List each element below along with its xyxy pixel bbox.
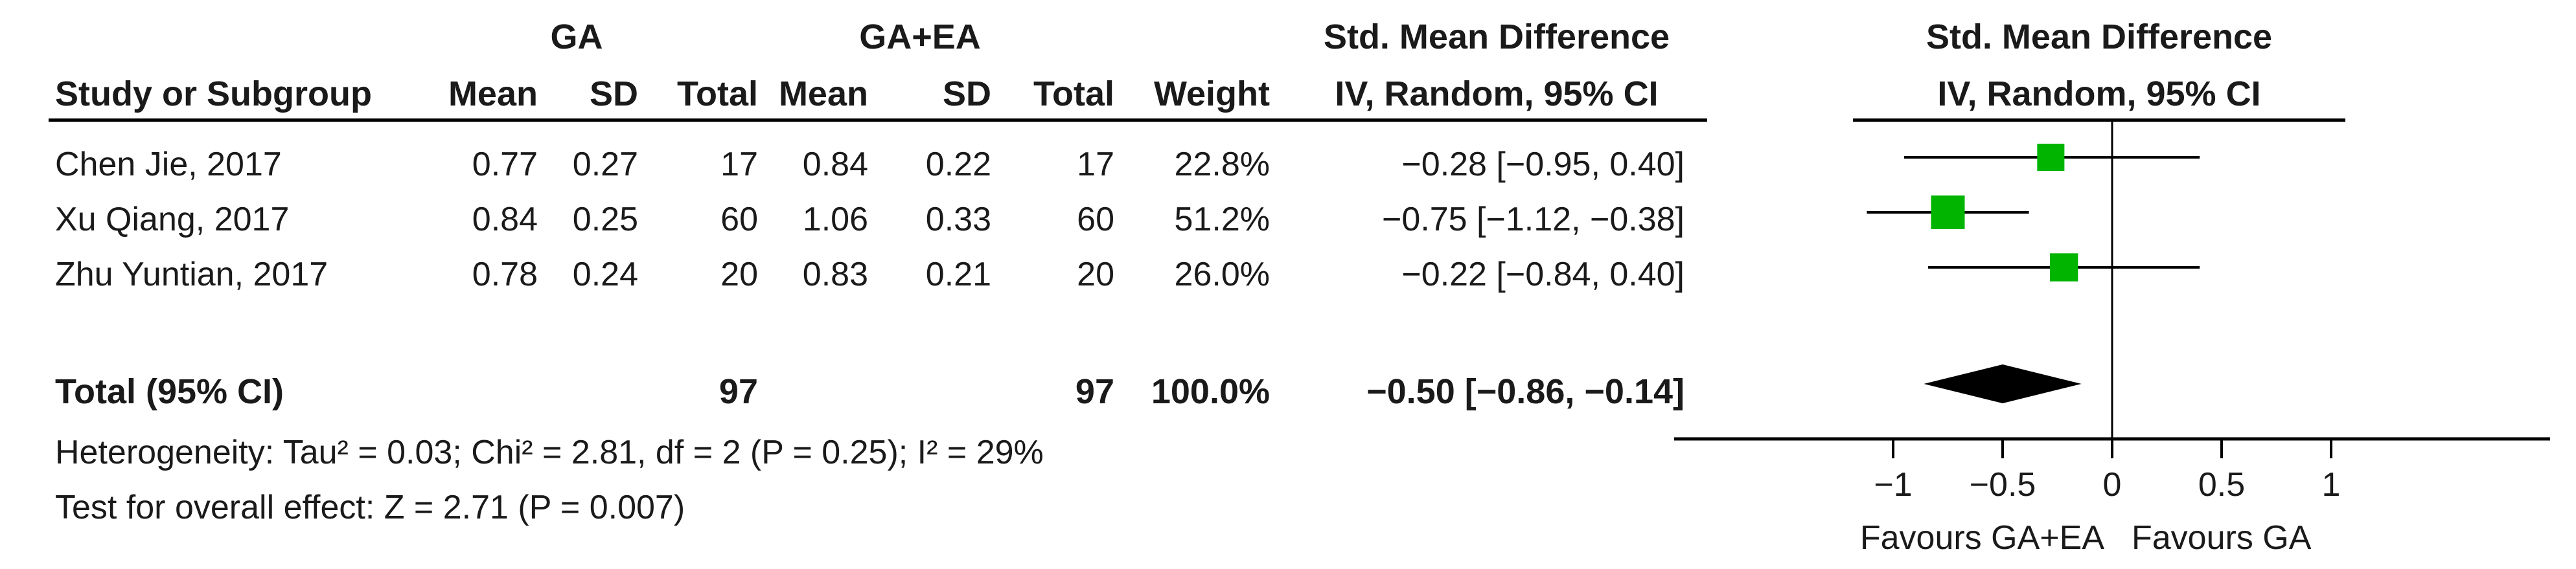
total2-value: 20 xyxy=(1077,256,1114,293)
effect-column-method: IV, Random, 95% CI xyxy=(1335,74,1659,113)
mean2-header: Mean xyxy=(778,74,868,113)
pooled-diamond xyxy=(1924,364,2082,403)
total1-value: 20 xyxy=(720,256,758,293)
header-rule xyxy=(49,118,1707,122)
total-label: Total (95% CI) xyxy=(55,372,284,411)
weight-value: 22.8% xyxy=(1174,146,1270,183)
sd1-value: 0.25 xyxy=(572,201,638,238)
study-square xyxy=(2049,253,2078,282)
study-square xyxy=(2037,143,2065,172)
plot-title: Std. Mean Difference xyxy=(1926,17,2273,56)
study-name: Chen Jie, 2017 xyxy=(55,146,282,183)
study-markers xyxy=(1867,143,2200,282)
sd2-value: 0.21 xyxy=(925,256,991,293)
favours-right-label: Favours GA xyxy=(2132,519,2312,557)
study-square xyxy=(1931,195,1965,229)
group1-header: GA xyxy=(550,17,603,56)
ci-value: −0.22 [−0.84, 0.40] xyxy=(1401,256,1685,293)
mean1-value: 0.77 xyxy=(472,146,538,183)
total1-sum: 97 xyxy=(719,372,758,411)
ci-value: −0.75 [−1.12, −0.38] xyxy=(1382,201,1685,238)
x-tick-label: −1 xyxy=(1874,466,1912,504)
heterogeneity-text: Heterogeneity: Tau² = 0.03; Chi² = 2.81,… xyxy=(55,434,1044,471)
sd1-header: SD xyxy=(589,74,638,113)
overall-effect-text: Test for overall effect: Z = 2.71 (P = 0… xyxy=(55,489,685,526)
effect-column-title: Std. Mean Difference xyxy=(1323,17,1670,56)
total1-header: Total xyxy=(677,74,758,113)
mean1-value: 0.84 xyxy=(472,201,538,238)
weight-value: 26.0% xyxy=(1174,256,1270,293)
ci-value: −0.28 [−0.95, 0.40] xyxy=(1401,146,1685,183)
x-tick-label: 0 xyxy=(2103,466,2122,504)
weight-header: Weight xyxy=(1154,74,1270,113)
pooled-ci-value: −0.50 [−0.86, −0.14] xyxy=(1366,372,1685,411)
sd1-value: 0.27 xyxy=(572,146,638,183)
x-tick-label: −0.5 xyxy=(1970,466,2036,504)
total2-header: Total xyxy=(1033,74,1114,113)
mean2-value: 0.84 xyxy=(802,146,868,183)
x-tick-label: 0.5 xyxy=(2198,466,2245,504)
sd2-value: 0.22 xyxy=(925,146,991,183)
study-name: Xu Qiang, 2017 xyxy=(55,201,290,238)
total2-value: 17 xyxy=(1077,146,1114,183)
favours-left-label: Favours GA+EA xyxy=(1860,519,2104,557)
sd2-value: 0.33 xyxy=(925,201,991,238)
study-name: Zhu Yuntian, 2017 xyxy=(55,256,328,293)
x-axis-ticks: −1 −0.5 0 0.5 1 xyxy=(1874,439,2340,504)
total1-value: 17 xyxy=(720,146,758,183)
group2-header: GA+EA xyxy=(859,17,981,56)
sd1-value: 0.24 xyxy=(572,256,638,293)
x-tick-label: 1 xyxy=(2322,466,2341,504)
sd2-header: SD xyxy=(942,74,991,113)
mean1-value: 0.78 xyxy=(472,256,538,293)
total2-value: 60 xyxy=(1077,201,1114,238)
weight-value: 51.2% xyxy=(1174,201,1270,238)
plot-method: IV, Random, 95% CI xyxy=(1937,74,2261,113)
total-weight: 100.0% xyxy=(1151,372,1270,411)
plot-header-rule xyxy=(1853,118,2345,122)
mean2-value: 0.83 xyxy=(802,256,868,293)
study-column-header: Study or Subgroup xyxy=(55,74,372,113)
mean1-header: Mean xyxy=(448,74,538,113)
total2-sum: 97 xyxy=(1075,372,1114,411)
total1-value: 60 xyxy=(720,201,758,238)
mean2-value: 1.06 xyxy=(802,201,868,238)
